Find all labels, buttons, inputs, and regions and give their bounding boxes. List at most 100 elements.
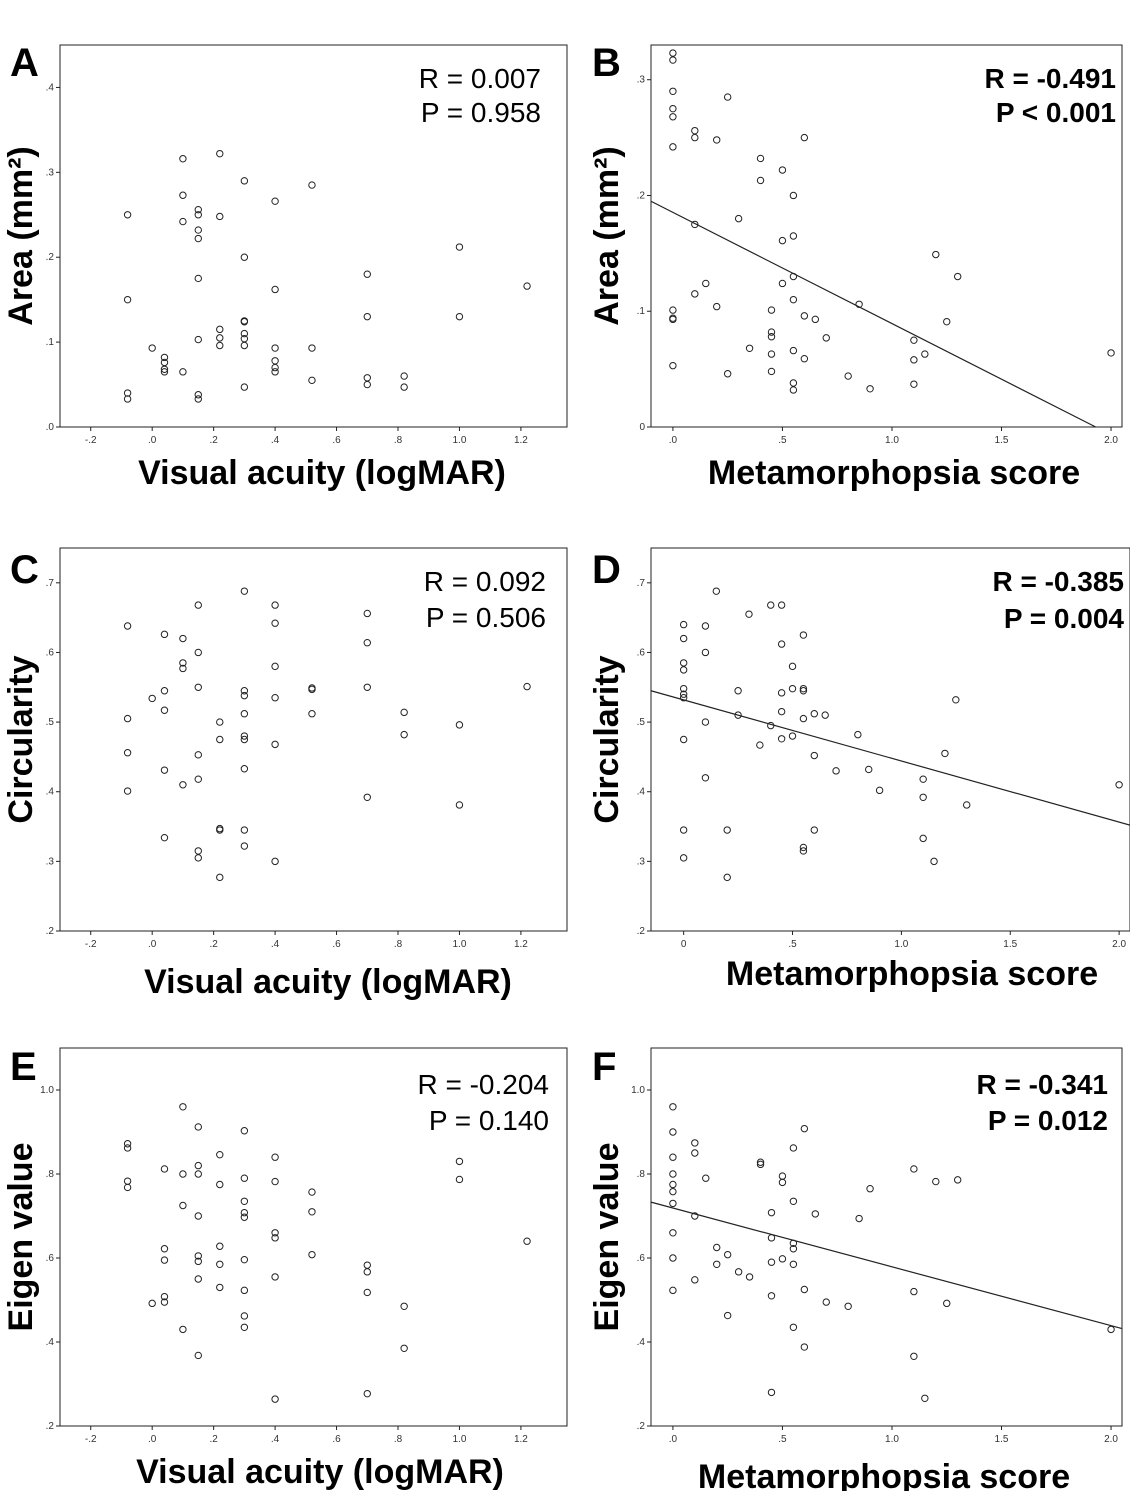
panel-b-point: [669, 361, 677, 370]
panel-e-point: [308, 1188, 316, 1196]
panel-d-point: [679, 666, 688, 674]
panel-e-point: [179, 1201, 187, 1210]
panel-d-point: [701, 774, 710, 782]
panel-c-point: [240, 691, 249, 700]
panel-e-point: [160, 1292, 169, 1301]
panel-f-point: [789, 1197, 798, 1206]
panel-c-point: [271, 694, 279, 702]
panel-b-point: [932, 250, 940, 259]
panel-f-point: [767, 1258, 776, 1266]
panel-d-y-axis-label: Circularity: [588, 655, 626, 823]
panel-e-point: [240, 1197, 249, 1206]
panel-b-point: [789, 295, 798, 304]
panel-d-point: [723, 873, 731, 882]
panel-d-point: [788, 732, 797, 740]
panel-c-point: [308, 685, 316, 694]
panel-d-x-tick-label: 1.5: [1003, 939, 1017, 950]
panel-c-point: [363, 683, 371, 691]
panel-a-x-tick-label: .8: [394, 435, 403, 446]
panel-a-point: [400, 383, 408, 391]
panel-b-y-axis-label: Area (mm²): [588, 146, 626, 325]
panel-d-point: [919, 775, 927, 783]
panel-e-point: [271, 1234, 279, 1242]
panel-d: D 0 .5 1.0 1.5 2.0 .2 .3 .4 .5 .6 .7 R = -0.385 P = 0…: [588, 547, 1130, 993]
panel-d-point: [679, 659, 688, 667]
panel-d-point: [963, 801, 971, 809]
panel-f-point: [767, 1292, 776, 1300]
panel-e-point: [240, 1312, 249, 1320]
panel-c-x-tick-label: .4: [271, 939, 280, 950]
panel-e-x-tick-label: 1.0: [453, 1434, 467, 1445]
panel-b-point: [767, 367, 776, 376]
panel-a-point: [148, 344, 156, 352]
panel-a-point: [123, 211, 132, 219]
panel-a-point: [271, 357, 279, 365]
panel-c-point: [194, 854, 202, 862]
panel-b-y-tick-label: .1: [637, 306, 646, 317]
panel-c-point: [216, 873, 224, 882]
panel-e-point: [194, 1123, 202, 1131]
panel-d-point: [701, 622, 710, 630]
panel-a-plot-frame: [59, 44, 568, 428]
panel-c-point: [271, 857, 279, 866]
panel-e-point: [179, 1325, 187, 1334]
panel-a-point: [194, 391, 202, 399]
panel-e-point: [400, 1302, 408, 1311]
panel-f-point: [855, 1214, 863, 1223]
panel-c-point: [523, 682, 531, 691]
panel-a-point: [160, 353, 169, 362]
panel-a-y-tick-label: .0: [46, 422, 55, 433]
panel-a-point: [216, 212, 224, 221]
panel-d-point: [734, 687, 742, 695]
panel-f-point: [669, 1153, 677, 1161]
panel-c-point: [194, 847, 202, 855]
panel-e-point: [271, 1153, 279, 1161]
panel-f-point: [844, 1302, 852, 1311]
panel-f-point: [953, 1176, 962, 1184]
panel-e-point: [271, 1395, 279, 1403]
panel-a-point: [240, 253, 249, 261]
panel-b-point: [669, 49, 677, 57]
panel-a-point: [194, 211, 202, 219]
panel-c-point: [240, 826, 249, 834]
panel-f-point: [669, 1180, 677, 1189]
panel-b-point: [789, 386, 798, 394]
panel-c-x-axis-label: Visual acuity (logMAR): [144, 963, 512, 1001]
panel-f-r-value: R = -0.341: [976, 1069, 1108, 1100]
panel-f-point: [669, 1128, 677, 1136]
panel-d-y-tick-label: .6: [637, 647, 646, 658]
panel-b-point: [811, 315, 820, 324]
panel-e-p-value: P = 0.140: [429, 1105, 549, 1136]
panel-b-r-value: R = -0.491: [984, 63, 1116, 94]
panel-a-x-axis-label: Visual acuity (logMAR): [138, 454, 506, 492]
panel-c-y-tick-label: .3: [46, 856, 55, 867]
panel-e-y-tick-label: .4: [46, 1337, 55, 1348]
panel-b-p-value: P < 0.001: [996, 97, 1116, 128]
panel-e-point: [240, 1286, 249, 1295]
panel-d-point: [919, 793, 927, 801]
panel-d-x-tick-label: 1.0: [894, 939, 908, 950]
panel-d-point: [723, 826, 731, 834]
panel-f-point: [800, 1124, 809, 1133]
panel-a-point: [179, 191, 187, 199]
panel-e-point: [194, 1351, 202, 1360]
panel-a-point: [363, 374, 371, 382]
panel-c-y-tick-label: .4: [46, 787, 55, 798]
panel-e-point: [216, 1283, 224, 1292]
panel-d-point: [799, 631, 808, 639]
panel-e-x-tick-label: .0: [148, 1434, 157, 1445]
panel-f-point: [910, 1352, 918, 1360]
panel-d-point: [777, 601, 786, 609]
panel-c-point: [240, 765, 249, 773]
panel-c-point: [160, 687, 169, 695]
panel-a-point: [400, 372, 408, 380]
panel-e-point: [216, 1242, 224, 1250]
panel-b-point: [943, 317, 951, 326]
panel-a-point: [271, 285, 279, 294]
panel-c-point: [160, 630, 169, 639]
panel-c-point: [216, 718, 224, 726]
panel-f-point: [756, 1158, 765, 1166]
panel-a-x-tick-label: .0: [148, 435, 157, 446]
panel-b-point: [767, 333, 776, 341]
panel-d-point: [679, 620, 688, 629]
